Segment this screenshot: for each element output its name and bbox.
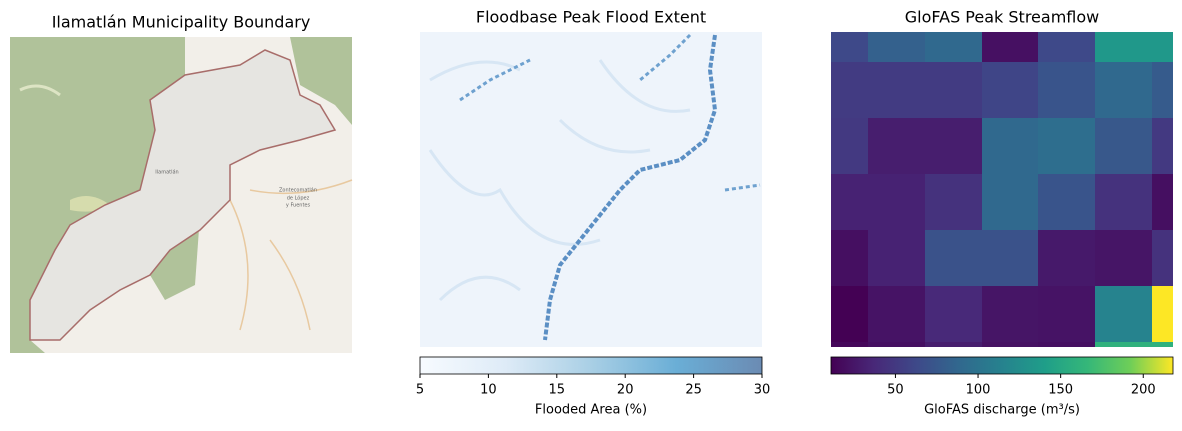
heatmap-cell bbox=[868, 230, 925, 286]
heatmap-cell bbox=[1095, 174, 1152, 230]
heatmap-cell bbox=[1152, 174, 1173, 230]
colorbar-tick-label: 50 bbox=[887, 383, 904, 398]
colorbar-tick-label: 20 bbox=[617, 383, 634, 398]
heatmap-cell bbox=[831, 32, 868, 62]
colorbar bbox=[419, 356, 763, 375]
heatmap-cell bbox=[925, 230, 982, 286]
heatmap-cell bbox=[1038, 62, 1095, 118]
heatmap-cell bbox=[982, 342, 1038, 347]
heatmap-cell bbox=[868, 118, 925, 174]
heatmap-cell bbox=[831, 62, 868, 118]
heatmap-cell bbox=[925, 62, 982, 118]
heatmap-cell bbox=[982, 62, 1038, 118]
heatmap-cell bbox=[1038, 286, 1095, 342]
heatmap-cell bbox=[831, 286, 868, 342]
colorbar-tick-label: 200 bbox=[1131, 383, 1156, 398]
place-label: Zontecomatlán bbox=[279, 187, 317, 194]
panel-title: Ilamatlán Municipality Boundary bbox=[52, 13, 311, 32]
heatmap-cell bbox=[1095, 32, 1152, 62]
heatmap-cell bbox=[1152, 118, 1173, 174]
heatmap-cell bbox=[1152, 286, 1173, 342]
place-label: y Fuentes bbox=[286, 203, 311, 209]
heatmap-cell bbox=[1152, 230, 1173, 286]
heatmap-cell bbox=[868, 286, 925, 342]
heatmap-cell bbox=[868, 342, 925, 347]
panel-title: GloFAS Peak Streamflow bbox=[905, 8, 1099, 27]
heatmap-cell bbox=[831, 230, 868, 286]
heatmap-cell bbox=[1038, 32, 1095, 62]
heatmap-cell bbox=[982, 286, 1038, 342]
colorbar-tick-label: 15 bbox=[549, 383, 566, 398]
heatmap-cell bbox=[831, 342, 868, 347]
heatmap-cell bbox=[982, 230, 1038, 286]
heatmap-cell bbox=[925, 174, 982, 230]
panel-title: Floodbase Peak Flood Extent bbox=[476, 8, 706, 27]
heatmap-cell bbox=[1095, 342, 1152, 347]
heatmap-cell bbox=[1152, 62, 1173, 118]
heatmap-cell bbox=[925, 342, 982, 347]
colorbar-tick-label: 150 bbox=[1048, 383, 1073, 398]
heatmap-cell bbox=[1095, 230, 1152, 286]
heatmap-cell bbox=[982, 118, 1038, 174]
basemap: Ilamatlán Zontecomatlán de López y Fuent… bbox=[10, 37, 353, 353]
heatmap-cell bbox=[868, 32, 925, 62]
place-label: Ilamatlán bbox=[155, 169, 178, 176]
colorbar-label: GloFAS discharge (m³/s) bbox=[924, 403, 1080, 418]
heatmap-cell bbox=[831, 118, 868, 174]
heatmap-cell bbox=[1095, 62, 1152, 118]
heatmap-cell bbox=[868, 62, 925, 118]
heatmap-cell bbox=[1038, 342, 1095, 347]
heatmap-cell bbox=[925, 286, 982, 342]
colorbar-tick-label: 30 bbox=[754, 383, 771, 398]
heatmap-cell bbox=[1095, 286, 1152, 342]
colorbar-tick-label: 25 bbox=[685, 383, 702, 398]
heatmap-cell bbox=[982, 174, 1038, 230]
heatmap-cell bbox=[1038, 118, 1095, 174]
colorbar-label: Flooded Area (%) bbox=[535, 403, 647, 418]
colorbar-tick-label: 10 bbox=[480, 383, 497, 398]
heatmap-cell bbox=[831, 174, 868, 230]
heatmap-cell bbox=[982, 32, 1038, 62]
place-label: de López bbox=[287, 195, 310, 202]
heatmap-cell bbox=[925, 32, 982, 62]
heatmap-cell bbox=[925, 118, 982, 174]
heatmap-cell bbox=[868, 174, 925, 230]
heatmap-cell bbox=[1152, 32, 1173, 62]
colorbar-tick-label: 5 bbox=[416, 383, 424, 398]
colorbar-tick-label: 100 bbox=[966, 383, 991, 398]
colorbar bbox=[830, 356, 1174, 375]
heatmap-cell bbox=[1038, 174, 1095, 230]
heatmap-cell bbox=[1095, 118, 1152, 174]
heatmap-cell bbox=[1152, 342, 1173, 347]
heatmap-cell bbox=[1038, 230, 1095, 286]
flood-raster bbox=[420, 32, 762, 347]
